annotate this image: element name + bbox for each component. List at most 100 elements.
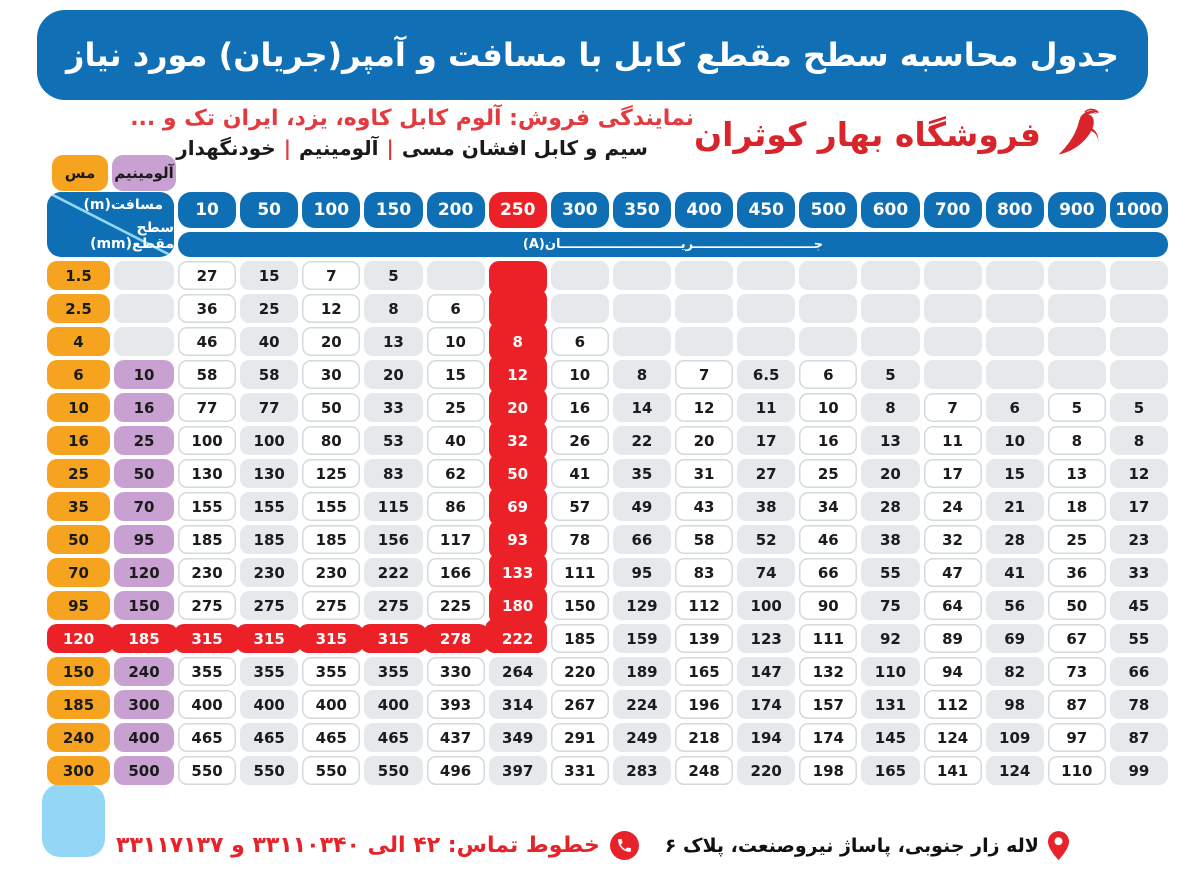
amperage-cell: 25 (240, 294, 299, 323)
amperage-cell-highlight: 69 (488, 487, 547, 526)
amperage-cell: 139 (675, 624, 734, 653)
aluminum-size-cell: 300 (114, 690, 174, 719)
amperage-cell: 22 (612, 426, 671, 455)
empty-cell (550, 294, 609, 323)
amperage-cell: 6 (985, 393, 1044, 422)
amperage-cell: 25 (1047, 525, 1106, 554)
amperage-cell: 224 (612, 690, 671, 719)
amperage-cell: 222 (364, 558, 423, 587)
product-item: آلومینیم (299, 136, 379, 160)
amperage-cell: 230 (302, 558, 361, 587)
empty-cell (1109, 294, 1168, 323)
distance-pill: 600 (861, 192, 920, 228)
empty-cell (861, 327, 920, 356)
agency-block: نمایندگی فروش: آلوم کابل کاوه، یزد، ایرا… (130, 106, 694, 160)
amperage-cell: 64 (923, 591, 982, 620)
amperage-cell: 112 (923, 690, 982, 719)
amperage-cell: 159 (612, 624, 671, 653)
amperage-cell: 6 (550, 327, 609, 356)
amperage-cell: 496 (426, 756, 485, 785)
amperage-cell: 8 (612, 360, 671, 389)
amperage-cell: 400 (302, 690, 361, 719)
amperage-cell-highlight: 32 (488, 421, 547, 460)
amperage-cell: 97 (1047, 723, 1106, 752)
amperage-cell: 275 (302, 591, 361, 620)
amperage-cell-highlight: 8 (488, 322, 547, 361)
amperage-cell: 174 (737, 690, 796, 719)
amperage-cell: 185 (240, 525, 299, 554)
amperage-cell: 78 (550, 525, 609, 554)
amperage-cell: 45 (1109, 591, 1168, 620)
amperage-cell: 110 (1047, 756, 1106, 785)
amperage-cell: 35 (612, 459, 671, 488)
amperage-cell: 6 (799, 360, 858, 389)
copper-size-cell: 120 (47, 624, 114, 653)
amperage-cell: 99 (1109, 756, 1168, 785)
amperage-cell-highlight (488, 261, 547, 295)
amperage-cell: 156 (364, 525, 423, 554)
page-title: جدول محاسبه سطح مقطع کابل با مسافت و آمپ… (66, 36, 1119, 74)
amperage-cell: 437 (426, 723, 485, 752)
amperage-cell: 131 (861, 690, 920, 719)
amperage-cell: 220 (550, 657, 609, 686)
amperage-cell: 550 (302, 756, 361, 785)
aluminum-size-cell: 400 (114, 723, 174, 752)
amperage-cell: 12 (302, 294, 361, 323)
empty-cell (114, 261, 174, 290)
distance-pill: 10 (178, 192, 237, 228)
amperage-cell: 12 (1109, 459, 1168, 488)
amperage-cell: 393 (426, 690, 485, 719)
amperage-cell: 86 (426, 492, 485, 521)
amperage-cell: 275 (364, 591, 423, 620)
amperage-cell: 36 (178, 294, 237, 323)
amperage-cell: 28 (985, 525, 1044, 554)
amperage-cell: 166 (426, 558, 485, 587)
amperage-cell: 20 (861, 459, 920, 488)
amperage-cell: 465 (364, 723, 423, 752)
amperage-cell: 112 (675, 591, 734, 620)
amperage-cell: 117 (426, 525, 485, 554)
amperage-cell: 5 (861, 360, 920, 389)
swoosh-bird-icon (1051, 106, 1107, 162)
amperage-cell: 100 (737, 591, 796, 620)
empty-cell (550, 261, 609, 290)
amperage-cell-highlight: 222 (484, 619, 547, 653)
amperage-cell: 400 (178, 690, 237, 719)
amperage-cell: 36 (1047, 558, 1106, 587)
amperage-cell: 225 (426, 591, 485, 620)
distance-axis-label: مسافت(m) (83, 197, 163, 213)
table-grid: مسافت(m) سطح مقطع(mm) 10 50 100 150 200 250 30… (42, 192, 1168, 857)
amperage-cell: 8 (861, 393, 920, 422)
copper-size-cell: 10 (47, 393, 110, 422)
amperage-cell: 6 (426, 294, 485, 323)
amperage-cell: 75 (861, 591, 920, 620)
amperage-cell: 11 (923, 426, 982, 455)
product-item: خودنگهدار (176, 136, 276, 160)
amperage-cell: 10 (985, 426, 1044, 455)
amperage-cell-highlight: 93 (488, 520, 547, 559)
aluminum-size-cell: 25 (114, 426, 174, 455)
aluminum-size-cell: 185 (110, 624, 178, 653)
amperage-cell-highlight: 278 (422, 624, 489, 653)
amperage-cell: 43 (675, 492, 734, 521)
empty-cell (799, 327, 858, 356)
product-item: سیم و کابل افشان مسی (401, 136, 648, 160)
amperage-cell: 87 (1109, 723, 1168, 752)
amperage-cell: 100 (240, 426, 299, 455)
amperage-cell: 27 (737, 459, 796, 488)
amperage-cell: 185 (550, 624, 609, 653)
empty-cell (675, 327, 734, 356)
amperage-cell: 78 (1109, 690, 1168, 719)
amperage-cell: 220 (737, 756, 796, 785)
amperage-cell: 40 (240, 327, 299, 356)
current-axis-bar: جـــــــــــــــــــــــــــریــــــــــ… (178, 232, 1168, 257)
amperage-cell: 110 (861, 657, 920, 686)
amperage-cell: 80 (302, 426, 361, 455)
distance-pill: 1000 (1109, 192, 1168, 228)
amperage-cell: 47 (923, 558, 982, 587)
amperage-cell: 165 (861, 756, 920, 785)
amperage-cell: 13 (364, 327, 423, 356)
amperage-cell: 249 (612, 723, 671, 752)
empty-cell (1109, 261, 1168, 290)
amperage-cell: 157 (799, 690, 858, 719)
